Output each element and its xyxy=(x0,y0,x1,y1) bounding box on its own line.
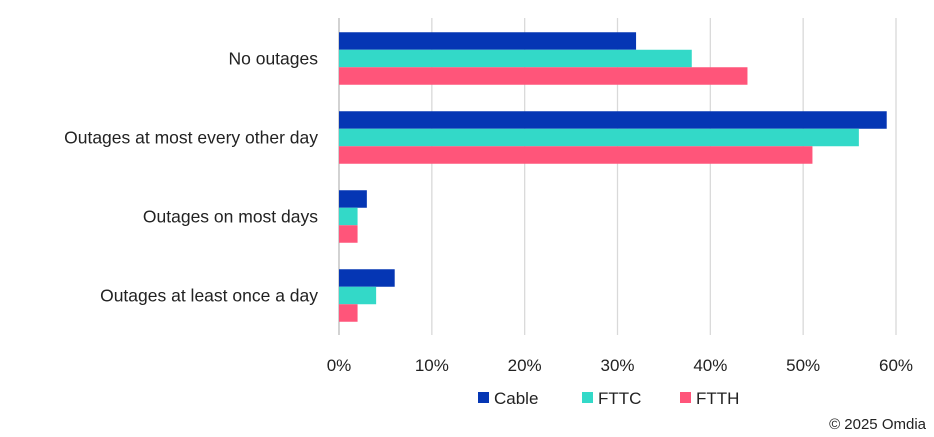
x-tick-label: 50% xyxy=(786,356,820,375)
bar-fttc xyxy=(339,286,377,305)
copyright: © 2025 Omdia xyxy=(829,416,926,433)
bar-fttc xyxy=(339,128,859,147)
bar-ftth xyxy=(339,146,813,164)
category-label: Outages on most days xyxy=(143,207,318,227)
legend-swatch-cable xyxy=(478,392,489,403)
legend-swatch-fttc xyxy=(582,392,593,403)
category-label: Outages at most every other day xyxy=(64,128,318,148)
x-tick-label: 40% xyxy=(693,356,727,375)
bar-cable xyxy=(339,190,367,208)
bar-cable xyxy=(339,32,637,50)
bar-cable xyxy=(339,111,887,129)
bar-cable xyxy=(339,269,395,287)
x-tick-label: 0% xyxy=(327,356,352,375)
bar-ftth xyxy=(339,225,358,243)
category-label: No outages xyxy=(228,49,318,69)
bar-fttc xyxy=(339,207,358,226)
x-tick-label: 30% xyxy=(600,356,634,375)
category-label: Outages at least once a day xyxy=(100,286,318,306)
bar-fttc xyxy=(339,49,692,68)
legend-label: Cable xyxy=(494,389,538,408)
legend-label: FTTC xyxy=(598,389,641,408)
bar-ftth xyxy=(339,67,748,85)
x-tick-label: 60% xyxy=(879,356,913,375)
x-tick-label: 10% xyxy=(415,356,449,375)
x-tick-label: 20% xyxy=(508,356,542,375)
legend-label: FTTH xyxy=(696,389,739,408)
bar-ftth xyxy=(339,304,358,322)
legend-swatch-ftth xyxy=(680,392,691,403)
